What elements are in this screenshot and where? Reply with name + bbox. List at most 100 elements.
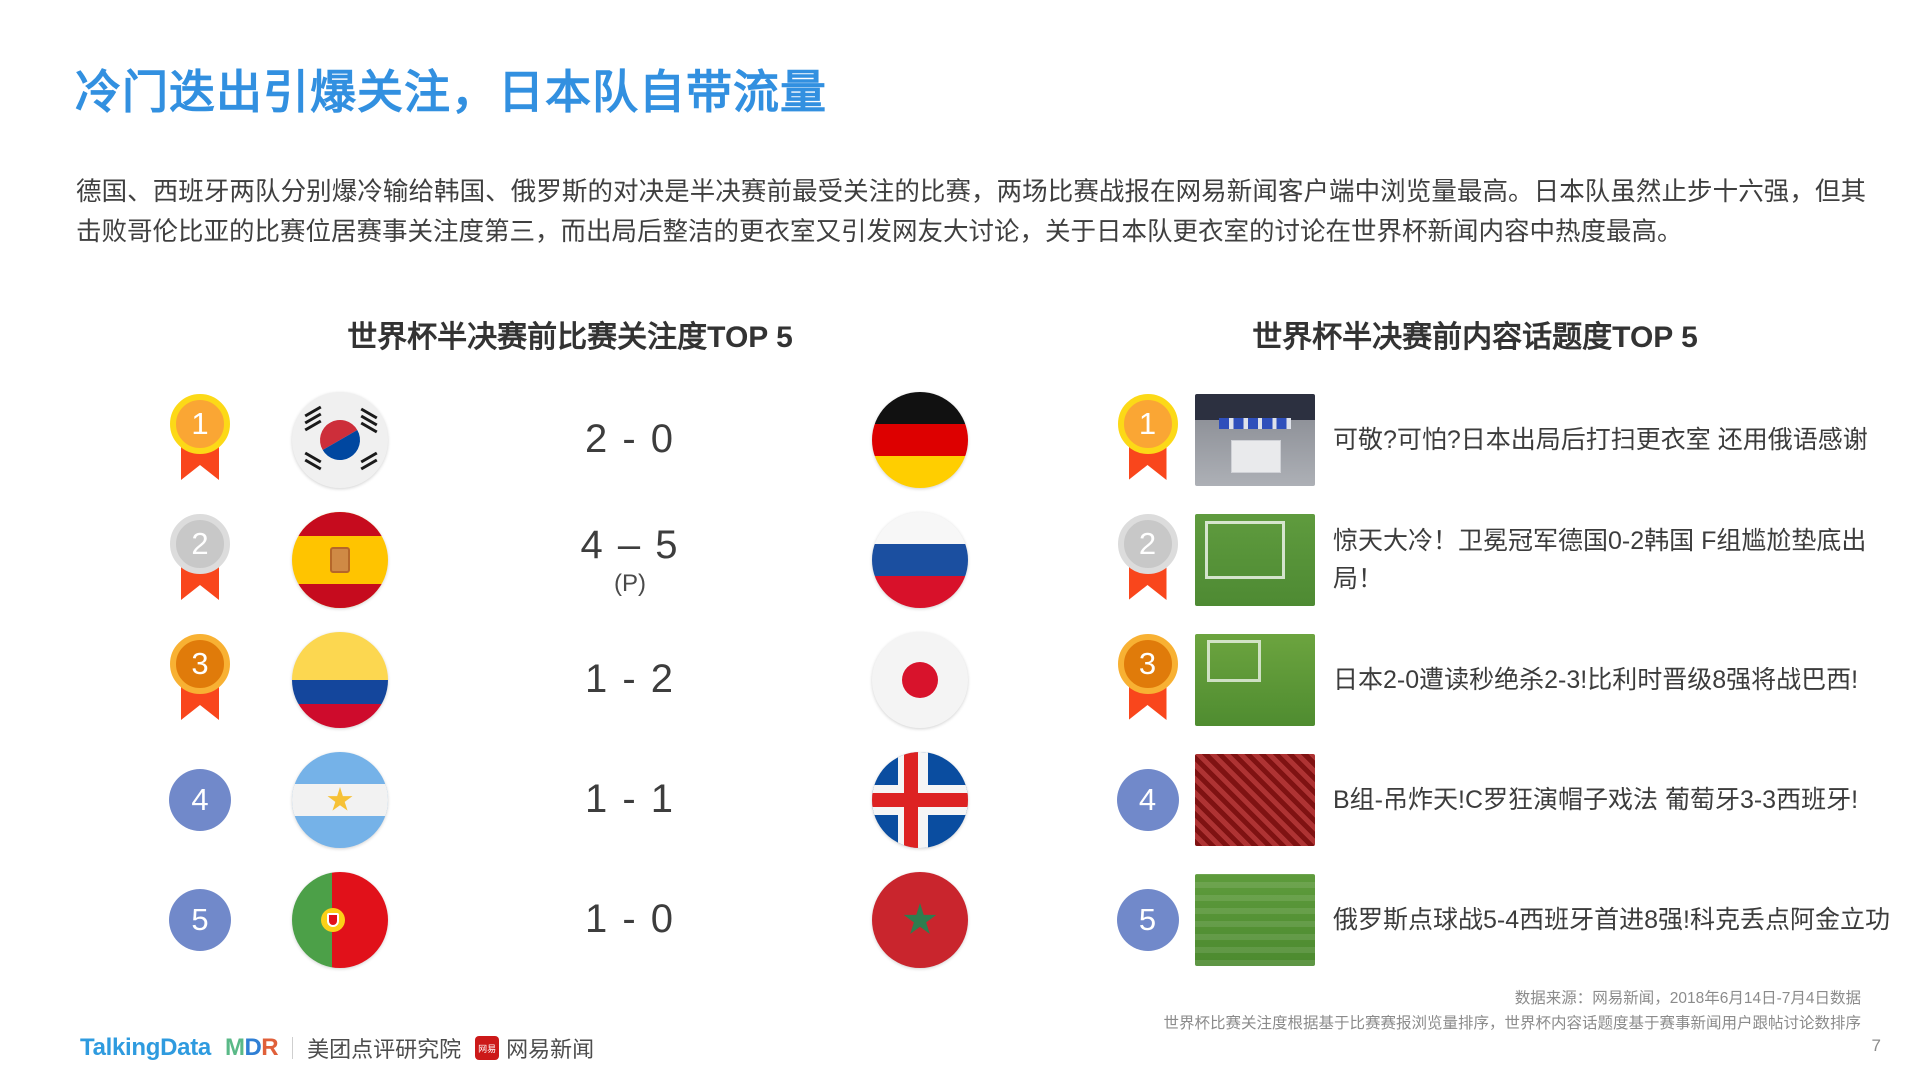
- away-flag-cell: [840, 632, 1000, 728]
- meituan-research-label: 美团点评研究院: [307, 1037, 462, 1062]
- source-line-2: 世界杯比赛关注度根据基于比赛赛报浏览量排序，世界杯内容话题度基于赛事新闻用户跟帖…: [1163, 1015, 1861, 1032]
- portugal-flag: [292, 872, 388, 968]
- rank-cell: 3: [1100, 634, 1195, 726]
- gold-medal-icon: 1: [166, 394, 234, 486]
- news-title[interactable]: B组-吊炸天!C罗狂演帽子戏法 葡萄牙3-3西班牙!: [1333, 786, 1859, 814]
- away-flag-cell: [840, 392, 1000, 488]
- brand-bar: TalkingData MDR 美团点评研究院 网易 网易新闻: [80, 1032, 594, 1064]
- rank-cell: 2: [1100, 514, 1195, 606]
- iceland-flag: [872, 752, 968, 848]
- score-value: 1 - 2: [584, 656, 676, 701]
- rank-number: 1: [170, 394, 230, 454]
- rank-cell: 1: [140, 394, 260, 486]
- score-value: 1 - 1: [584, 776, 676, 821]
- news-thumbnail: [1195, 634, 1315, 726]
- mdr-logo: MDR: [224, 1034, 279, 1062]
- germany-flag: [872, 392, 968, 488]
- rank-number: 3: [170, 634, 230, 694]
- score-cell: 2 - 0: [420, 417, 840, 464]
- coat-of-arms-icon: [330, 546, 351, 573]
- news-thumbnail: [1195, 874, 1315, 966]
- table-row: 1 2 - 0: [140, 380, 1000, 500]
- news-title[interactable]: 惊天大冷！卫冕冠军德国0-2韩国 F组尴尬垫底出局！: [1333, 527, 1867, 593]
- rank-number: 2: [1117, 514, 1178, 574]
- away-flag-cell: [840, 752, 1000, 848]
- news-title[interactable]: 俄罗斯点球战5-4西班牙首进8强!科克丢点阿金立功: [1333, 906, 1890, 934]
- rank-badge: 4: [169, 769, 231, 831]
- news-title[interactable]: 可敬?可怕?日本出局后打扫更衣室 还用俄语感谢: [1333, 426, 1868, 454]
- rank-number: 2: [170, 514, 230, 574]
- rank-cell: 4: [1100, 769, 1195, 831]
- armillary-icon: [320, 908, 345, 933]
- table-row: 2 4 – 5 (P): [140, 500, 1000, 620]
- korea-flag: [292, 392, 388, 488]
- japan-flag: [872, 632, 968, 728]
- list-item[interactable]: 3 日本2-0遭读秒绝杀2-3!比利时晋级8强将战巴西!: [1100, 620, 1900, 740]
- score-note: (P): [614, 569, 646, 597]
- netease-logo: 网易 网易新闻: [475, 1032, 594, 1064]
- match-list: 1 2 - 0: [140, 380, 1000, 980]
- rank-cell: 3: [140, 634, 260, 726]
- rank-cell: 5: [140, 889, 260, 951]
- score-cell: 1 - 2: [420, 657, 840, 704]
- source-note: 数据来源：网易新闻，2018年6月14日-7月4日数据 世界杯比赛关注度根据基于…: [1163, 986, 1861, 1036]
- spain-flag: [292, 512, 388, 608]
- news-thumbnail: [1195, 754, 1315, 846]
- news-list: 1 可敬?可怕?日本出局后打扫更衣室 还用俄语感谢 2 惊天大冷！卫冕冠军德国0…: [1100, 380, 1900, 980]
- rank-badge: 5: [169, 889, 231, 951]
- list-item[interactable]: 5 俄罗斯点球战5-4西班牙首进8强!科克丢点阿金立功: [1100, 860, 1900, 980]
- list-item[interactable]: 2 惊天大冷！卫冕冠军德国0-2韩国 F组尴尬垫底出局！: [1100, 500, 1900, 620]
- rank-cell: 4: [140, 769, 260, 831]
- news-thumbnail: [1195, 394, 1315, 486]
- rank-cell: 5: [1100, 889, 1195, 951]
- mdr-letter-m: M: [224, 1034, 245, 1061]
- argentina-flag: [292, 752, 388, 848]
- table-row: 4 1 - 1: [140, 740, 1000, 860]
- morocco-flag: [872, 872, 968, 968]
- rank-cell: 1: [1100, 394, 1195, 486]
- right-section-heading: 世界杯半决赛前内容话题度TOP 5: [1252, 321, 1698, 354]
- table-row: 3 1 - 2: [140, 620, 1000, 740]
- score-value: 1 - 0: [584, 896, 676, 941]
- left-section-heading: 世界杯半决赛前比赛关注度TOP 5: [347, 321, 793, 354]
- rank-number: 1: [1117, 394, 1178, 454]
- netease-label: 网易新闻: [506, 1037, 595, 1062]
- home-flag-cell: [260, 752, 420, 848]
- netease-mark-icon: 网易: [475, 1036, 500, 1060]
- talkingdata-logo: TalkingData: [80, 1034, 211, 1061]
- silver-medal-icon: 2: [1114, 514, 1182, 606]
- rank-badge: 4: [1116, 769, 1179, 831]
- away-flag-cell: [840, 512, 1000, 608]
- rank-number: 3: [1117, 634, 1178, 694]
- lede-paragraph: 德国、西班牙两队分别爆冷输给韩国、俄罗斯的对决是半决赛前最受关注的比赛，两场比赛…: [76, 178, 1866, 246]
- score-cell: 1 - 0: [420, 897, 840, 944]
- page-number: 7: [1871, 1036, 1881, 1055]
- table-row: 5 1 - 0: [140, 860, 1000, 980]
- mdr-letter-d: D: [244, 1034, 262, 1061]
- rank-cell: 2: [140, 514, 260, 606]
- home-flag-cell: [260, 632, 420, 728]
- gold-medal-icon: 1: [1114, 394, 1182, 486]
- home-flag-cell: [260, 512, 420, 608]
- page-title: 冷门迭出引爆关注，日本队自带流量: [75, 66, 827, 118]
- rank-badge: 5: [1116, 889, 1179, 951]
- score-cell: 1 - 1: [420, 777, 840, 824]
- pentagram-icon: [903, 903, 937, 934]
- home-flag-cell: [260, 872, 420, 968]
- news-title[interactable]: 日本2-0遭读秒绝杀2-3!比利时晋级8强将战巴西!: [1333, 666, 1859, 694]
- bronze-medal-icon: 3: [166, 634, 234, 726]
- divider: [292, 1037, 294, 1059]
- list-item[interactable]: 1 可敬?可怕?日本出局后打扫更衣室 还用俄语感谢: [1100, 380, 1900, 500]
- russia-flag: [872, 512, 968, 608]
- source-line-1: 数据来源：网易新闻，2018年6月14日-7月4日数据: [1514, 990, 1861, 1007]
- mdr-letter-r: R: [261, 1034, 279, 1061]
- score-value: 2 - 0: [584, 416, 676, 461]
- away-flag-cell: [840, 872, 1000, 968]
- bronze-medal-icon: 3: [1114, 634, 1182, 726]
- home-flag-cell: [260, 392, 420, 488]
- silver-medal-icon: 2: [166, 514, 234, 606]
- hinomaru-icon: [902, 662, 938, 698]
- list-item[interactable]: 4 B组-吊炸天!C罗狂演帽子戏法 葡萄牙3-3西班牙!: [1100, 740, 1900, 860]
- news-thumbnail: [1195, 514, 1315, 606]
